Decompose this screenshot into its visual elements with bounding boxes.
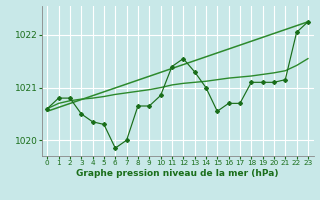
X-axis label: Graphe pression niveau de la mer (hPa): Graphe pression niveau de la mer (hPa) [76,169,279,178]
